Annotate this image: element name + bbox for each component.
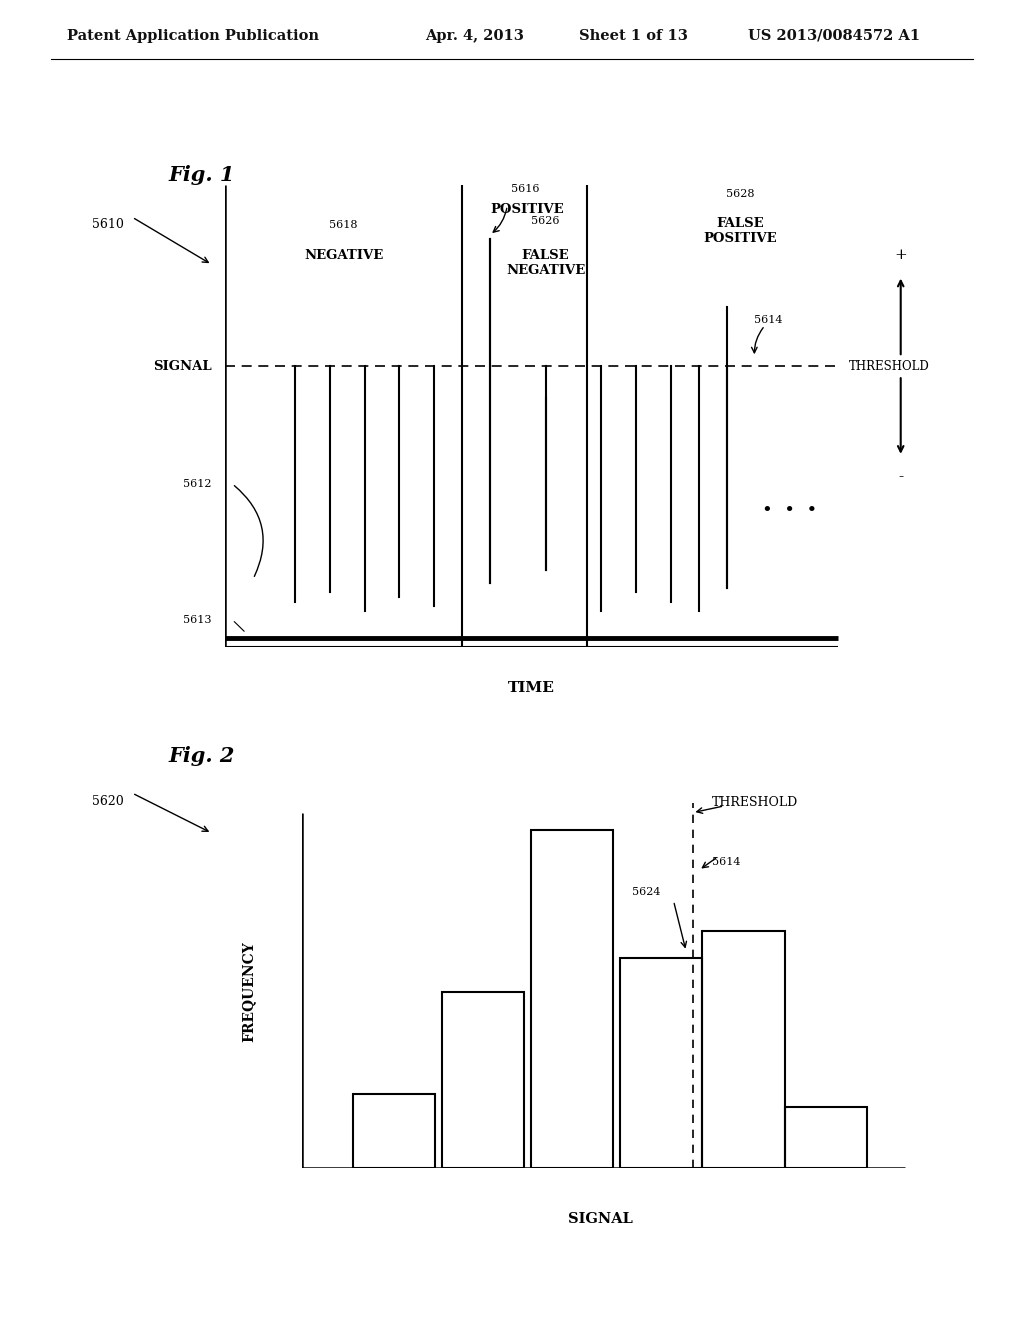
Text: FALSE
POSITIVE: FALSE POSITIVE xyxy=(703,216,777,244)
Text: FALSE
NEGATIVE: FALSE NEGATIVE xyxy=(506,248,585,276)
Bar xyxy=(702,931,784,1168)
Bar xyxy=(784,1107,867,1168)
Text: TIME: TIME xyxy=(508,681,555,694)
Text: SIGNAL: SIGNAL xyxy=(568,1212,633,1226)
Text: US 2013/0084572 A1: US 2013/0084572 A1 xyxy=(748,29,920,42)
Text: Apr. 4, 2013: Apr. 4, 2013 xyxy=(425,29,524,42)
Text: 5614: 5614 xyxy=(755,315,783,326)
Text: 5628: 5628 xyxy=(726,189,755,199)
Text: -: - xyxy=(898,470,903,484)
Text: 5620: 5620 xyxy=(92,795,124,808)
Text: 5610: 5610 xyxy=(92,218,124,231)
Text: SIGNAL: SIGNAL xyxy=(153,360,211,372)
Text: 5612: 5612 xyxy=(183,479,211,488)
Text: Sheet 1 of 13: Sheet 1 of 13 xyxy=(579,29,687,42)
Bar xyxy=(353,1094,435,1168)
Text: FREQUENCY: FREQUENCY xyxy=(241,941,255,1043)
Text: THRESHOLD: THRESHOLD xyxy=(849,360,929,372)
Text: +: + xyxy=(894,248,907,263)
Text: Fig. 2: Fig. 2 xyxy=(169,746,236,766)
Bar xyxy=(441,993,524,1168)
Text: 5618: 5618 xyxy=(330,220,358,231)
Text: 5626: 5626 xyxy=(531,216,560,226)
Text: NEGATIVE: NEGATIVE xyxy=(304,248,383,261)
Text: POSITIVE: POSITIVE xyxy=(489,203,563,216)
Text: 5613: 5613 xyxy=(183,615,211,624)
Bar xyxy=(530,829,613,1168)
Text: Fig. 1: Fig. 1 xyxy=(169,165,236,185)
Text: Patent Application Publication: Patent Application Publication xyxy=(67,29,318,42)
Text: 5616: 5616 xyxy=(511,185,540,194)
Text: THRESHOLD: THRESHOLD xyxy=(712,796,798,809)
Bar xyxy=(620,958,702,1168)
Text: 5614: 5614 xyxy=(712,857,740,867)
Text: 5624: 5624 xyxy=(632,887,660,898)
Text: •  •  •: • • • xyxy=(762,502,817,520)
